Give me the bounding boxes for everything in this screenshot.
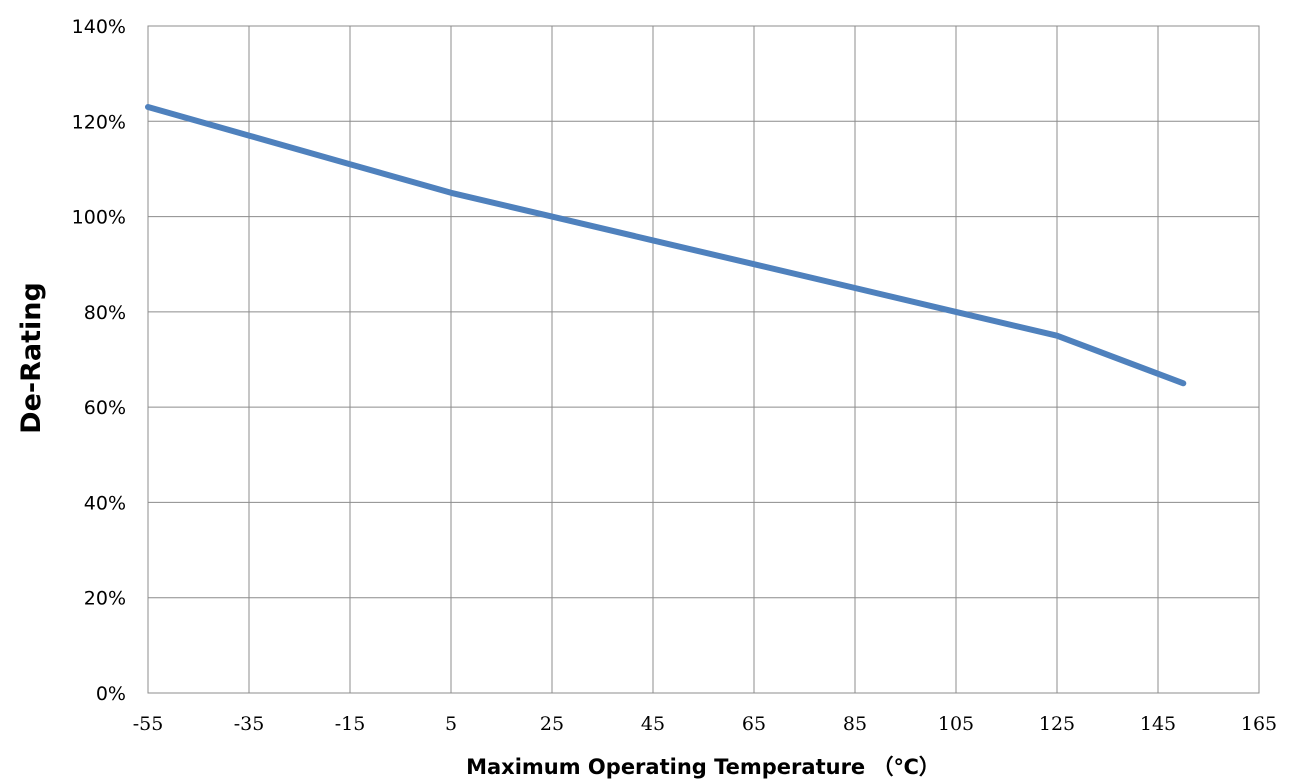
x-axis-title: Maximum Operating Temperature （℃）: [466, 755, 940, 779]
x-tick-label: 125: [1039, 713, 1075, 735]
y-tick-label: 40%: [84, 492, 126, 514]
series-line: [145, 104, 1187, 387]
y-axis-tick-labels: 0% 20% 40% 60% 80% 100% 120% 140%: [72, 16, 126, 705]
plot-area: [147, 25, 1260, 694]
grid: [147, 25, 1260, 694]
x-tick-label: 45: [641, 713, 665, 735]
y-tick-label: 0%: [96, 683, 126, 705]
x-tick-label: 5: [445, 713, 457, 735]
y-axis-title: De-Rating: [16, 282, 47, 434]
x-tick-label: 165: [1241, 713, 1277, 735]
x-tick-label: -15: [335, 713, 366, 735]
x-tick-label: 65: [742, 713, 766, 735]
y-tick-label: 80%: [84, 302, 126, 324]
y-tick-label: 100%: [72, 207, 126, 229]
x-tick-label: 145: [1140, 713, 1176, 735]
y-tick-label: 20%: [84, 588, 126, 610]
x-tick-label: 25: [540, 713, 564, 735]
x-axis-tick-labels: -55 -35 -15 5 25 45 65 85 105 125 145 165: [133, 713, 1277, 735]
y-tick-label: 60%: [84, 397, 126, 419]
x-tick-label: 105: [938, 713, 974, 735]
y-tick-label: 140%: [72, 16, 126, 38]
x-tick-label: -35: [234, 713, 265, 735]
x-tick-label: 85: [843, 713, 867, 735]
x-tick-label: -55: [133, 713, 164, 735]
y-tick-label: 120%: [72, 111, 126, 133]
series-layer: [145, 104, 1187, 387]
